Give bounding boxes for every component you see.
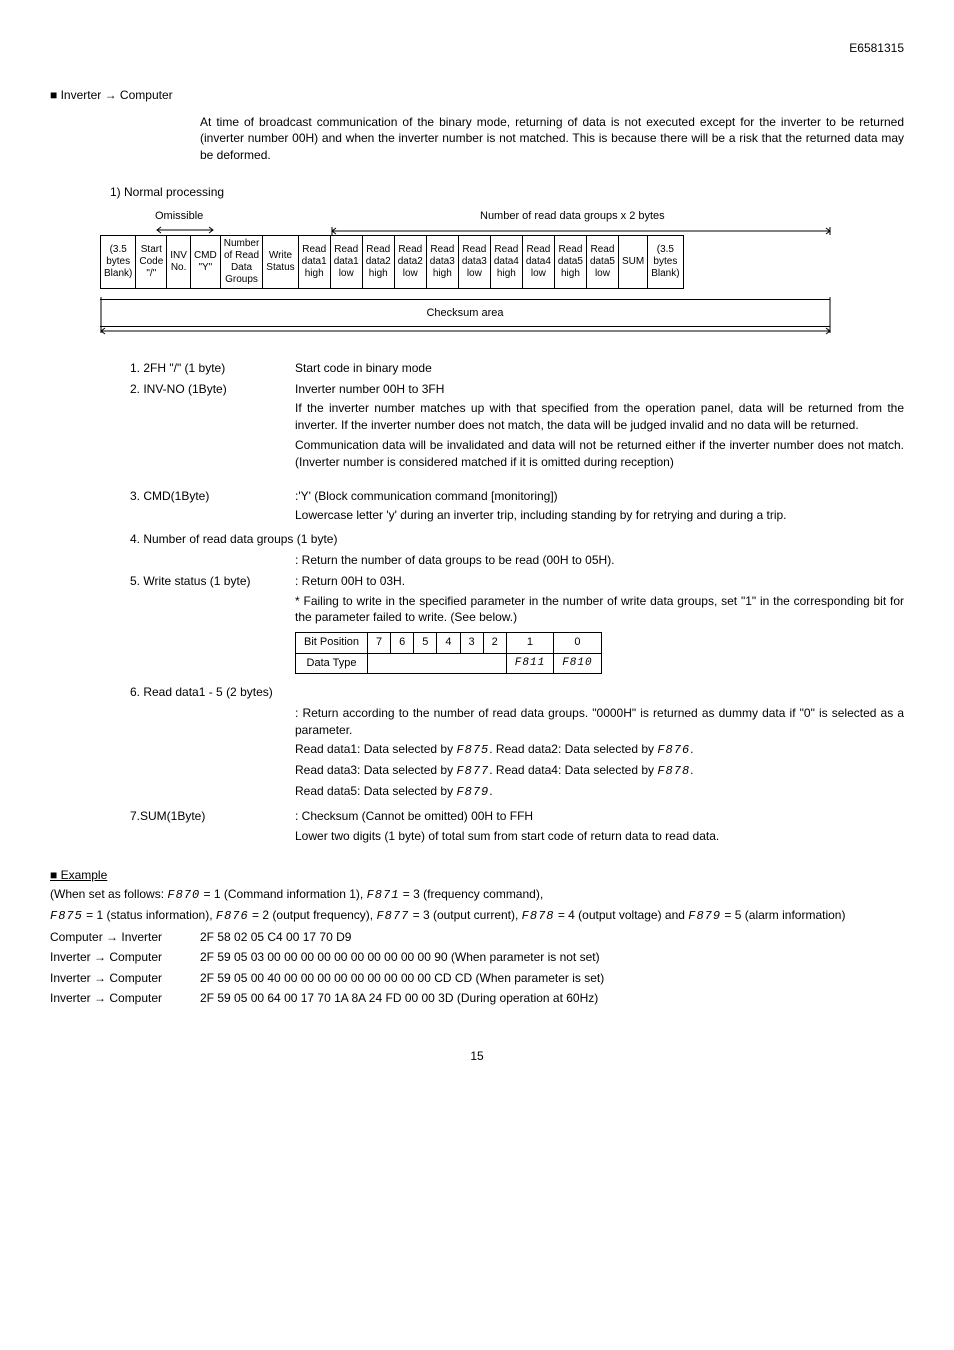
frame-table: (3.5bytesBlank)StartCode"/"INVNo.CMD"Y"N… — [100, 235, 684, 289]
readgroups-label: Number of read data groups x 2 bytes — [480, 209, 665, 224]
frame-cell: Readdata1high — [298, 235, 330, 288]
frame-cell: Readdata4high — [490, 235, 522, 288]
bitpos-col: 7 — [368, 633, 391, 653]
frame-cell: Numberof ReadDataGroups — [220, 235, 263, 288]
intro-paragraph: At time of broadcast communication of th… — [200, 114, 904, 164]
frame-cell: WriteStatus — [263, 235, 298, 288]
bitpos-col: 4 — [437, 633, 460, 653]
frame-cell: CMD"Y" — [190, 235, 220, 288]
frame-cell: SUM — [618, 235, 647, 288]
bitpos-col: 2 — [483, 633, 506, 653]
example-heading: ■ Example — [50, 867, 904, 884]
frame-cell: (3.5bytesBlank) — [101, 235, 136, 288]
example-block: (When set as follows: F870 = 1 (Command … — [50, 884, 904, 1008]
frame-cell: Readdata3low — [458, 235, 490, 288]
frame-cell: Readdata5low — [586, 235, 618, 288]
frame-cell: (3.5bytesBlank) — [648, 235, 683, 288]
example-row3-label: Inverter → Computer — [50, 968, 200, 988]
item7-desc: : Checksum (Cannot be omitted) 00H to FF… — [295, 808, 904, 848]
item3-label: 3. CMD(1Byte) — [130, 488, 295, 505]
item5-desc: : Return 00H to 03H. * Failing to write … — [295, 573, 904, 680]
example-row1-data: 2F 58 02 05 C4 00 17 70 D9 — [200, 927, 351, 947]
bitpos-blank — [368, 653, 507, 673]
example-row4-label: Inverter → Computer — [50, 988, 200, 1008]
bit-position-table: Bit Position76543210 Data Type F811F810 — [295, 632, 602, 674]
checksum-area: Checksum area — [100, 299, 830, 327]
example-row1-label: Computer → Inverter — [50, 927, 200, 947]
bitpos-header: Bit Position — [296, 633, 368, 653]
item7-label: 7.SUM(1Byte) — [130, 808, 295, 825]
item4-desc: : Return the number of data groups to be… — [295, 552, 904, 569]
bitpos-col: 6 — [391, 633, 414, 653]
item1-desc: Start code in binary mode — [295, 360, 904, 377]
item2-desc: Inverter number 00H to 3FH If the invert… — [295, 381, 904, 474]
item6-label: 6. Read data1 - 5 (2 bytes) — [130, 684, 273, 701]
subheading-normal-processing: 1) Normal processing — [110, 184, 904, 201]
frame-cell: Readdata4low — [522, 235, 554, 288]
frame-cell: Readdata5high — [554, 235, 586, 288]
bitpos-col: 0 — [554, 633, 601, 653]
frame-diagram: Omissible Number of read data groups x 2… — [100, 209, 904, 335]
item4-label: 4. Number of read data groups (1 byte) — [130, 531, 337, 548]
frame-cell: Readdata2high — [362, 235, 394, 288]
page-number: 15 — [50, 1048, 904, 1065]
example-row3-data: 2F 59 05 00 40 00 00 00 00 00 00 00 00 0… — [200, 968, 604, 988]
item2-label: 2. INV-NO (1Byte) — [130, 381, 295, 398]
example-row2-label: Inverter → Computer — [50, 947, 200, 967]
document-id: E6581315 — [50, 40, 904, 57]
bitpos-col: 1 — [506, 633, 553, 653]
frame-cell: Readdata2low — [394, 235, 426, 288]
field-descriptions: 1. 2FH "/" (1 byte) Start code in binary… — [130, 360, 904, 848]
bitpos-row2-header: Data Type — [296, 653, 368, 673]
frame-cell: Readdata3high — [426, 235, 458, 288]
bitpos-f811: F811 — [506, 653, 553, 673]
bitpos-col: 3 — [460, 633, 483, 653]
item6-desc: : Return according to the number of read… — [295, 705, 904, 804]
omissible-label: Omissible — [155, 209, 215, 240]
bitpos-f810: F810 — [554, 653, 601, 673]
frame-cell: StartCode"/" — [136, 235, 167, 288]
item1-label: 1. 2FH "/" (1 byte) — [130, 360, 295, 377]
example-row4-data: 2F 59 05 00 64 00 17 70 1A 8A 24 FD 00 0… — [200, 988, 598, 1008]
frame-cell: INVNo. — [167, 235, 191, 288]
bitpos-col: 5 — [414, 633, 437, 653]
section-heading: ■ Inverter → Computer — [50, 87, 904, 104]
example-row2-data: 2F 59 05 03 00 00 00 00 00 00 00 00 00 0… — [200, 947, 600, 967]
item3-desc: :'Y' (Block communication command [monit… — [295, 488, 904, 528]
frame-cell: Readdata1low — [330, 235, 362, 288]
item5-label: 5. Write status (1 byte) — [130, 573, 295, 590]
